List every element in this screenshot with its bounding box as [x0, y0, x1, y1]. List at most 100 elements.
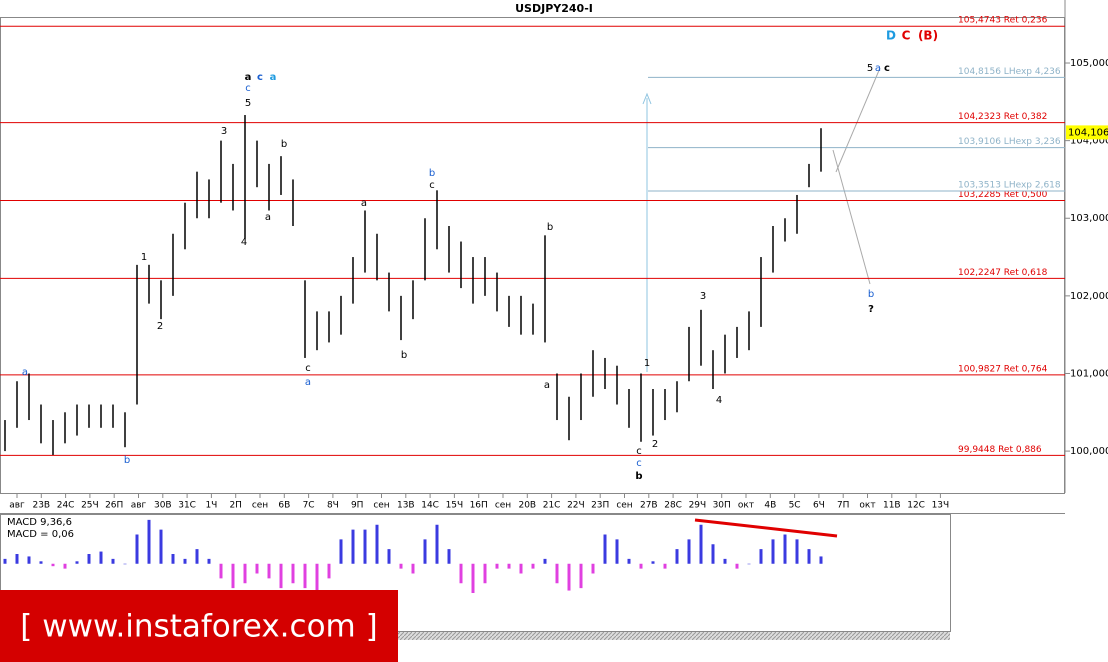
wave-label: a	[875, 63, 881, 74]
wave-label: b	[429, 168, 435, 179]
wave-label: c	[884, 63, 890, 74]
macd-bar	[51, 563, 55, 567]
wave-label: (B)	[918, 29, 938, 43]
ret-level-label: 105,4743 Ret 0,236	[958, 16, 1048, 26]
wave-label: a	[361, 198, 367, 209]
x-tick-label: 14С	[421, 501, 439, 511]
macd-bar	[759, 549, 763, 564]
macd-bar	[603, 534, 607, 564]
x-tick-label: 30В	[154, 501, 172, 511]
macd-bar	[459, 563, 463, 584]
macd-bar	[567, 563, 571, 591]
wave-label: ?	[868, 304, 874, 315]
wave-label: 2	[652, 439, 658, 450]
macd-bar	[135, 534, 139, 564]
arrow-head	[642, 92, 652, 105]
macd-bar	[171, 554, 175, 564]
wave-label: a	[245, 72, 252, 83]
macd-bar	[267, 563, 271, 579]
last-price-label: 104,106	[1068, 127, 1108, 138]
macd-bar	[555, 563, 559, 584]
macd-bar	[87, 554, 91, 564]
macd-bar	[63, 563, 67, 569]
watermark-box	[0, 590, 398, 662]
wave-label: c	[245, 83, 251, 94]
wave-label: C	[902, 29, 911, 43]
macd-bar	[711, 544, 715, 564]
macd-bar	[231, 563, 235, 589]
x-tick-label: 12С	[907, 501, 925, 511]
macd-title: MACD 9,36,6	[7, 517, 72, 528]
x-tick-label: авг	[131, 501, 147, 511]
x-tick-label: сен	[616, 501, 632, 511]
macd-bar	[315, 563, 319, 593]
x-tick-label: 21С	[543, 501, 561, 511]
ret-level-label: 99,9448 Ret 0,886	[958, 445, 1042, 455]
wave-label: a	[305, 377, 311, 388]
y-tick-label: 100,000	[1070, 446, 1108, 457]
x-tick-label: 4В	[764, 501, 776, 511]
x-tick-label: авг	[9, 501, 25, 511]
macd-bar	[399, 563, 403, 569]
macd-bar	[3, 558, 7, 564]
macd-bar	[519, 563, 523, 574]
chart-title: USDJPY240-I	[515, 2, 593, 15]
macd-bar	[411, 563, 415, 574]
macd-bar	[243, 563, 247, 584]
wave-label: c	[636, 458, 642, 469]
macd-bar	[819, 556, 823, 564]
macd-bar	[795, 539, 799, 564]
macd-bar	[639, 563, 643, 569]
scrollbar	[0, 632, 950, 640]
x-tick-label: 6В	[278, 501, 290, 511]
macd-bar	[495, 563, 499, 569]
y-tick-label: 104,000	[1070, 136, 1108, 147]
x-tick-label: 31С	[178, 501, 196, 511]
y-tick-label: 103,000	[1070, 213, 1108, 224]
x-tick-label: 29Ч	[689, 501, 707, 511]
wave-label: b	[401, 350, 407, 361]
wave-label: 1	[644, 358, 650, 369]
x-tick-label: 27В	[640, 501, 658, 511]
x-tick-label: 20В	[518, 501, 536, 511]
ret-level-label: 100,9827 Ret 0,764	[958, 364, 1048, 374]
macd-bar	[783, 534, 787, 564]
ret-level-label: 103,2285 Ret 0,500	[958, 190, 1048, 200]
macd-bar	[579, 563, 583, 589]
wave-label: b	[281, 139, 287, 150]
x-tick-label: 7П	[837, 501, 850, 511]
macd-bar	[207, 558, 211, 564]
wave-label: c	[305, 363, 311, 374]
macd-bar	[363, 529, 367, 564]
macd-bar	[195, 549, 199, 564]
macd-bar	[447, 549, 451, 564]
wave-label: 2	[157, 321, 163, 332]
macd-bar	[507, 563, 511, 569]
x-tick-label: 13Ч	[932, 501, 950, 511]
macd-bar	[615, 539, 619, 564]
x-tick-label: 11В	[883, 501, 901, 511]
y-tick-label: 105,000	[1070, 58, 1108, 69]
macd-bar	[807, 549, 811, 564]
ext-level-label: 104,8156 LHexp 4,236	[958, 67, 1061, 77]
macd-bar	[27, 556, 31, 564]
x-tick-label: 8Ч	[327, 501, 339, 511]
macd-bar	[735, 563, 739, 569]
ext-level-label: 103,9106 LHexp 3,236	[958, 137, 1061, 147]
wave-label: c	[429, 180, 435, 191]
x-tick-label: сен	[373, 501, 389, 511]
projection-line	[835, 67, 881, 173]
last-price-box	[1066, 125, 1108, 140]
x-tick-label: 5С	[789, 501, 801, 511]
macd-bar	[123, 563, 127, 565]
wave-label: 5	[245, 98, 251, 109]
x-tick-label: 28С	[664, 501, 682, 511]
x-tick-label: 7С	[303, 501, 315, 511]
wave-label: 3	[700, 291, 706, 302]
x-tick-label: 6Ч	[813, 501, 825, 511]
x-tick-label: 26П	[105, 501, 123, 511]
wave-label: b	[635, 471, 642, 482]
macd-bar	[687, 539, 691, 564]
ext-level-label: 103,3513 LHexp 2,618	[958, 180, 1061, 190]
